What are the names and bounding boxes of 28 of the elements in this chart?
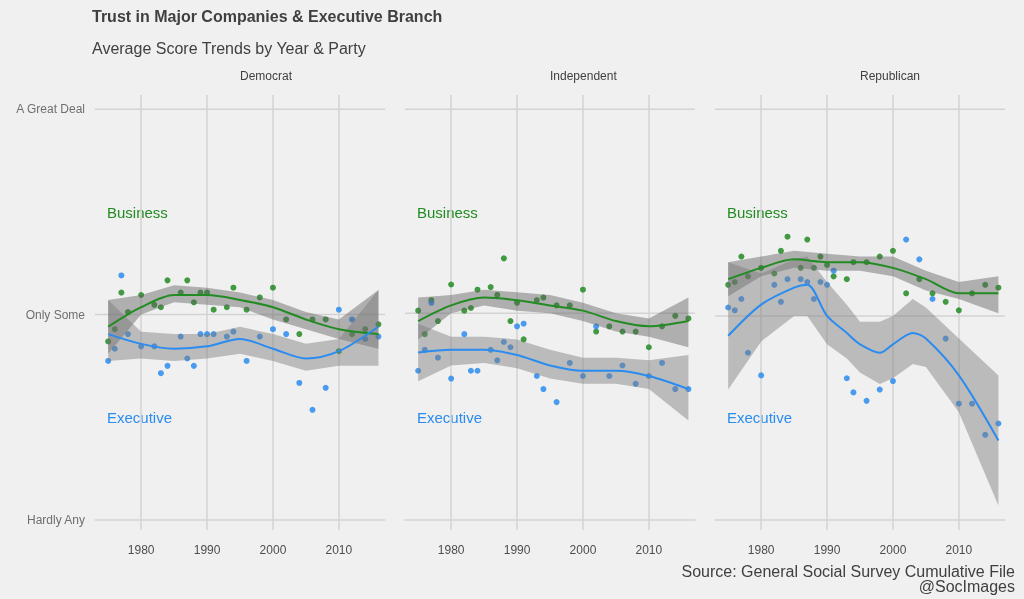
- text: Trust in Major Companies & Executive Branch: [92, 8, 443, 26]
- source-note: Source: General Social Survey Cumulative File: [681, 563, 1015, 580]
- x-tick-label: 1980: [127, 543, 155, 557]
- text: Business: [107, 204, 168, 221]
- x-tick-label: 1980: [437, 543, 465, 557]
- chart-title: Democrat: [240, 69, 293, 83]
- x-tick-label: 2010: [945, 543, 973, 557]
- chart-title: Republican: [860, 69, 921, 83]
- x-tick-label: 2000: [879, 543, 907, 557]
- x-tick-label: 1990: [193, 543, 221, 557]
- x-tick-label: 2010: [635, 543, 663, 557]
- series-label: Business: [727, 204, 788, 221]
- text: Business: [417, 204, 478, 221]
- x-tick-label: 2000: [259, 543, 287, 557]
- ref-line-label: A Great Deal: [16, 102, 85, 117]
- text: Average Score Trends by Year & Party: [92, 40, 366, 58]
- x-tick-label: 2000: [569, 543, 597, 557]
- x-tick-label: 2010: [325, 543, 353, 557]
- text: @SocImages: [918, 578, 1015, 596]
- ref-line-label: Only Some: [25, 307, 86, 322]
- text: Hardly Any: [26, 512, 85, 527]
- text: Executive: [107, 409, 173, 426]
- text: Executive: [417, 409, 483, 426]
- x-tick-label: 1990: [503, 543, 531, 557]
- x-tick-label: 1990: [813, 543, 841, 557]
- text: Executive: [727, 409, 793, 426]
- chart-title: Independent: [550, 69, 618, 83]
- x-tick-label: 1980: [747, 543, 775, 557]
